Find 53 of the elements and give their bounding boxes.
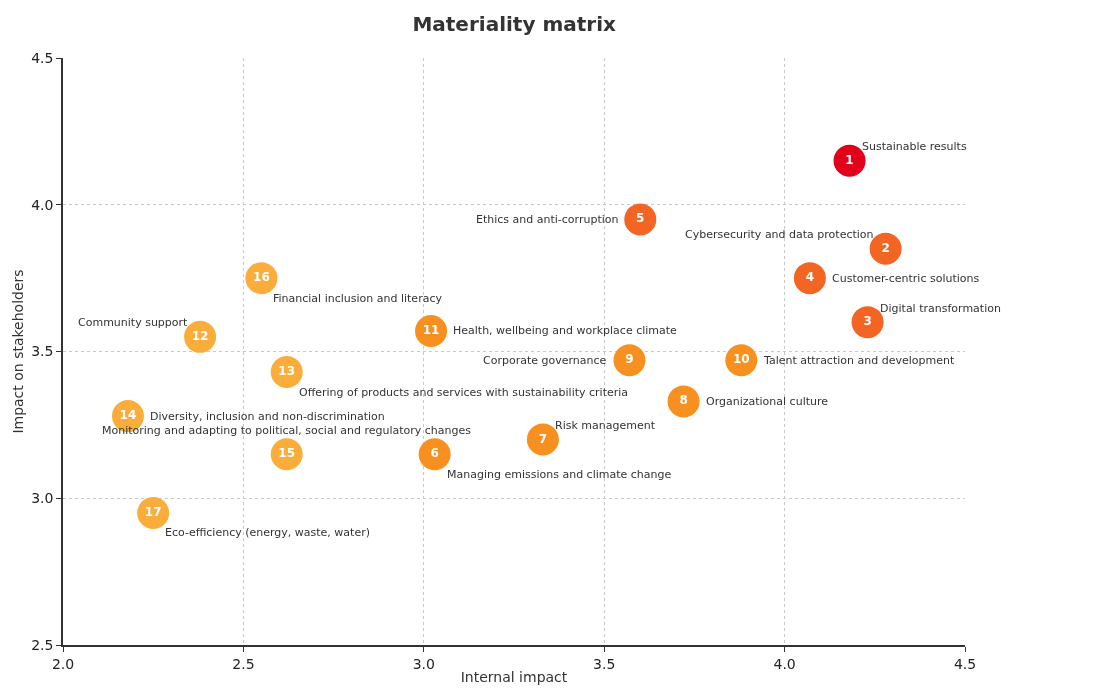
annotation: Cybersecurity and data protection: [685, 228, 874, 241]
annotation: Organizational culture: [706, 395, 829, 408]
annotation: Financial inclusion and literacy: [273, 292, 443, 305]
annotation: Offering of products and services with sustainability criteria: [299, 386, 629, 399]
x-tick-label: 3.0: [412, 655, 435, 672]
x-tick-label: 2.5: [232, 655, 255, 672]
y-axis-title: Impact on stakeholders: [10, 269, 27, 434]
annotation: Diversity, inclusion and non-discrimination: [150, 410, 385, 423]
point: [667, 385, 700, 418]
point: [418, 438, 451, 471]
x-axis-title: Internal impact: [460, 669, 568, 686]
series-label: 5: [636, 211, 645, 226]
annotation: Digital transformation: [880, 302, 1001, 315]
series-label: 8: [679, 393, 688, 408]
y-tick-label: 4.0: [31, 196, 54, 213]
x-tick-label: 3.5: [593, 655, 616, 672]
x-tick-label: 4.0: [773, 655, 796, 672]
series-label: 17: [144, 504, 162, 519]
series-label: 7: [538, 431, 548, 446]
annotation: Ethics and anti-corruption: [476, 213, 619, 226]
annotation: Health, wellbeing and workplace climate: [453, 324, 678, 337]
x-tick-label: 2.0: [51, 655, 75, 672]
point: [613, 344, 646, 377]
series-label: 4: [805, 270, 815, 285]
series-label: 3: [863, 314, 872, 329]
series-label: 14: [119, 408, 137, 423]
y-tick-label: 2.5: [31, 636, 54, 653]
chart-title: Materiality matrix: [412, 12, 617, 37]
series-label: 6: [430, 446, 439, 461]
annotation: Eco-efficiency (energy, waste, water): [165, 526, 370, 539]
series-label: 1: [845, 152, 854, 167]
annotation: Monitoring and adapting to political, social and regulatory changes: [102, 424, 472, 437]
series-label: 12: [191, 328, 209, 343]
y-tick-label: 3.5: [31, 343, 54, 360]
y-tick-label: 4.5: [31, 49, 54, 66]
series-label: 15: [278, 446, 296, 461]
annotation: Sustainable results: [862, 140, 967, 153]
series-label: 11: [422, 322, 440, 337]
annotation: Customer-centric solutions: [832, 272, 980, 285]
series-label: 16: [253, 270, 270, 285]
point: [624, 203, 657, 236]
point: [793, 262, 826, 295]
annotation: Managing emissions and climate change: [447, 468, 672, 481]
y-tick-label: 3.0: [31, 490, 54, 507]
series-label: 10: [732, 352, 750, 367]
series-label: 9: [625, 352, 634, 367]
x-tick-label: 4.5: [953, 655, 977, 672]
annotation: Talent attraction and development: [763, 354, 955, 367]
series-label: 13: [278, 364, 296, 379]
annotation: Risk management: [555, 419, 656, 432]
annotation: Corporate governance: [483, 354, 607, 367]
series-label: 2: [881, 240, 890, 255]
annotation: Community support: [78, 316, 189, 329]
